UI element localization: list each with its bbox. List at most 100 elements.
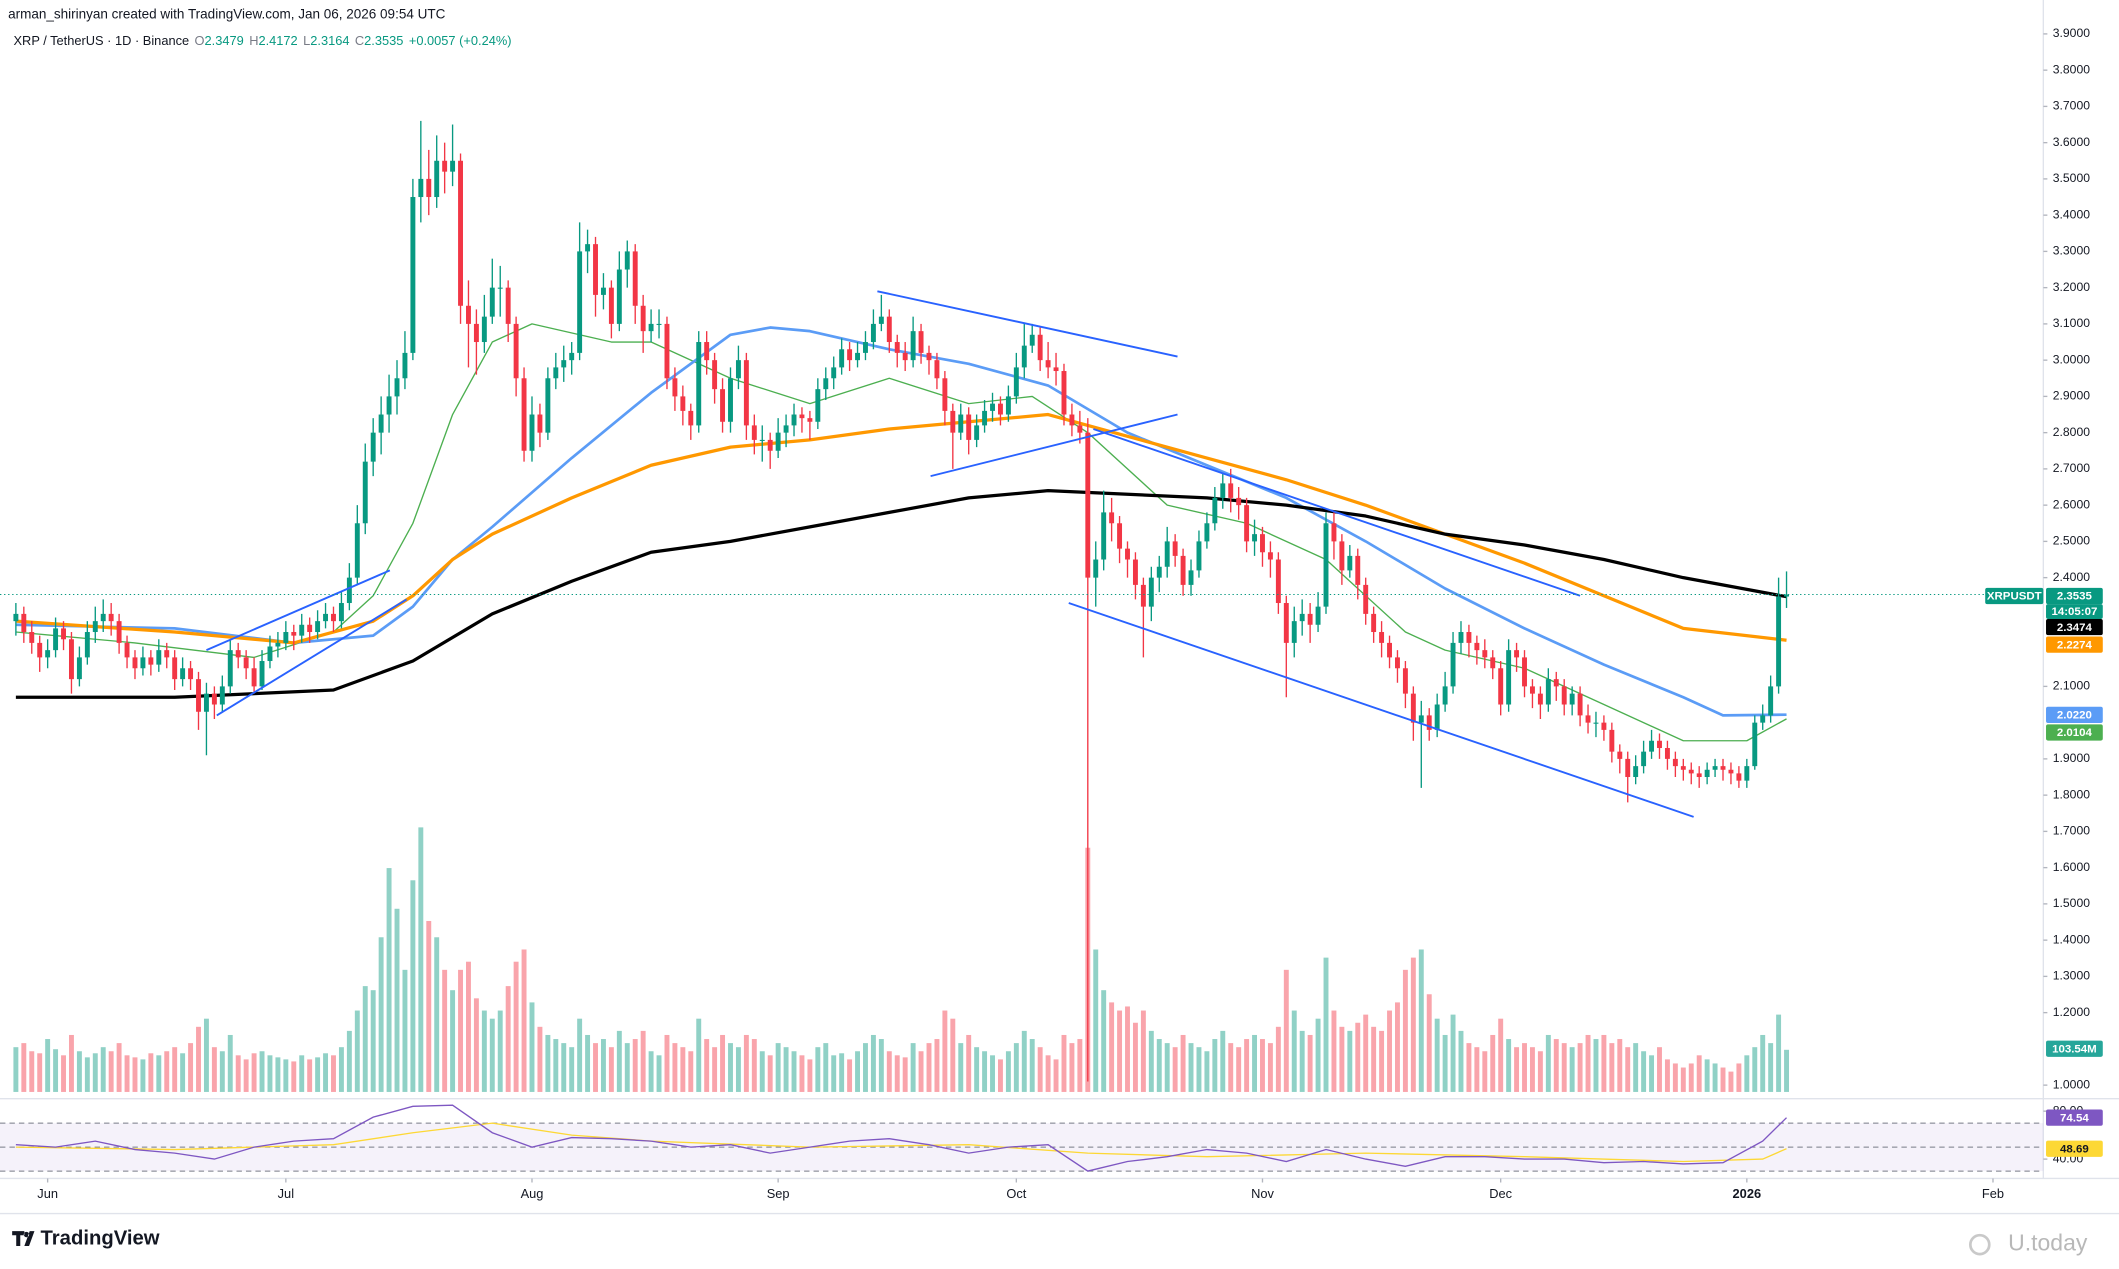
volume-bar: [394, 908, 400, 1092]
candle-body: [29, 632, 35, 643]
volume-bar: [1609, 1043, 1615, 1092]
candle-body: [402, 352, 408, 379]
candle-body: [1482, 650, 1488, 658]
candle-body: [672, 378, 678, 397]
candle-body: [1434, 704, 1440, 730]
volume-bar: [84, 1057, 90, 1092]
symbol-legend: XRP / TetherUS · 1D · Binance O2.3479 H2.4…: [14, 33, 512, 48]
y-tick-label: 1.4000: [2053, 932, 2090, 946]
volume-bar: [235, 1055, 241, 1092]
volume-bar: [291, 1061, 297, 1092]
candle-body: [1474, 642, 1480, 651]
candle-body: [489, 287, 495, 317]
candle-body: [1315, 606, 1321, 625]
volume-bar: [1228, 1043, 1234, 1092]
candle-body: [847, 349, 853, 361]
volume-bar: [1768, 1043, 1774, 1092]
candle-body: [561, 360, 567, 368]
candle-body: [664, 323, 670, 379]
candle-body: [1664, 748, 1670, 759]
volume-bar: [982, 1051, 988, 1092]
volume-bar: [863, 1043, 868, 1092]
volume-bar: [696, 1018, 702, 1092]
candle-body: [1180, 555, 1186, 585]
candle-body: [1490, 657, 1496, 669]
candle-body: [1061, 371, 1067, 415]
candle-body: [1172, 541, 1178, 556]
candle-body: [1395, 657, 1400, 669]
volume-bar: [172, 1047, 178, 1092]
volume-bar: [1720, 1067, 1726, 1092]
candle-body: [1331, 523, 1337, 542]
volume-bar: [569, 1047, 575, 1092]
candle-body: [1236, 497, 1242, 506]
candle-body: [100, 613, 106, 622]
candle-body: [53, 628, 59, 651]
volume-bar: [1339, 1026, 1345, 1092]
candle-body: [1069, 414, 1075, 426]
candle-body: [92, 621, 98, 633]
candle-body: [1148, 577, 1154, 607]
candle-body: [934, 360, 940, 379]
candle-body: [529, 414, 535, 451]
ma-tag: 2.0104: [2057, 727, 2093, 739]
volume-bar: [410, 880, 416, 1092]
candle-body: [1252, 534, 1258, 542]
candle-body: [1085, 432, 1091, 578]
candle-body: [1696, 773, 1702, 778]
trendline: [216, 598, 408, 717]
y-tick-label: 1.0000: [2053, 1077, 2090, 1091]
candle-body: [1204, 523, 1210, 542]
volume-bar: [624, 1043, 630, 1092]
candle-body: [299, 624, 305, 636]
candle-body: [1132, 559, 1138, 585]
volume-bar: [680, 1047, 686, 1092]
volume-bar: [1045, 1055, 1051, 1092]
candle-body: [775, 432, 781, 451]
candle-body: [878, 316, 884, 324]
y-tick-label: 1.8000: [2053, 787, 2090, 801]
volume-bar: [458, 969, 463, 1092]
volume-bar: [1117, 1010, 1123, 1092]
candle-body: [1283, 603, 1289, 643]
volume-bar: [608, 1047, 614, 1092]
volume-bar: [331, 1055, 336, 1092]
volume-bar: [1188, 1043, 1194, 1092]
volume-bar: [156, 1055, 162, 1092]
ohlc-letter: H: [249, 33, 258, 48]
volume-bar: [1498, 1018, 1504, 1092]
candle-body: [140, 657, 146, 669]
candle-body: [1212, 497, 1218, 524]
candle-body: [1577, 693, 1583, 716]
volume-bar: [1180, 1034, 1186, 1092]
y-tick-label: 1.3000: [2053, 969, 2090, 983]
candle-body: [886, 316, 892, 343]
y-tick-label: 3.8000: [2053, 62, 2090, 76]
candle-body: [315, 621, 321, 633]
candle-body: [553, 367, 559, 379]
ohlc-letter: C: [355, 33, 364, 48]
rsi-ma-tag: 48.69: [2060, 1143, 2089, 1155]
volume-bar: [1410, 957, 1416, 1092]
candle-body: [1736, 773, 1742, 781]
volume-bar: [1172, 1047, 1178, 1092]
x-tick-label: Jul: [278, 1186, 294, 1201]
candle-body: [473, 323, 479, 343]
volume-tag: 103.54M: [2052, 1043, 2097, 1055]
candle-body: [759, 439, 765, 441]
moving-average: [15, 489, 1787, 699]
candle-body: [1720, 766, 1726, 770]
volume-bar: [1371, 1026, 1377, 1092]
candle-body: [1776, 596, 1782, 687]
candle-body: [839, 349, 845, 368]
candle-body: [1109, 512, 1115, 524]
candle-body: [13, 613, 19, 622]
volume-bar: [743, 1034, 749, 1092]
volume-bar: [346, 1030, 352, 1092]
volume-bar: [283, 1059, 289, 1092]
candle-body: [1418, 715, 1424, 723]
volume-bar: [1474, 1047, 1480, 1092]
candle-body: [1657, 740, 1662, 749]
rsi-ma-tag-bg: [2046, 1140, 2103, 1157]
